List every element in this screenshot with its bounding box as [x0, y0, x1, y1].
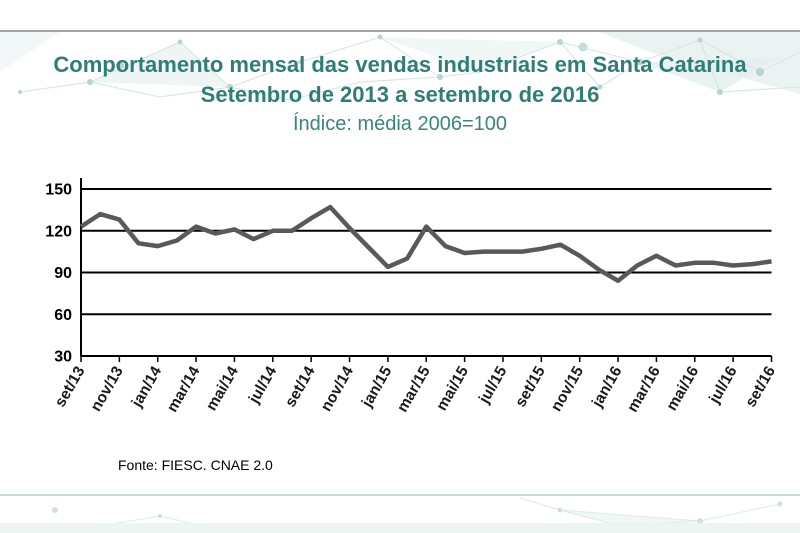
- decorative-network-pattern-bottom: [0, 497, 800, 533]
- x-tick-label: nov/14: [318, 363, 357, 414]
- decorative-network-pattern-top: [0, 32, 800, 101]
- x-tick-label: set/14: [282, 363, 319, 410]
- x-tick-label: set/13: [52, 363, 89, 410]
- x-tick-label: mar/16: [624, 363, 664, 415]
- y-axis-label: 120: [45, 223, 72, 240]
- x-tick-label: jul/15: [475, 363, 510, 407]
- y-axis-label: 150: [45, 182, 72, 199]
- x-tick-label: jan/14: [128, 363, 165, 411]
- x-tick-label: jul/16: [706, 363, 741, 407]
- x-tick-label: nov/13: [88, 363, 127, 414]
- bottom-divider: [0, 494, 800, 496]
- source-note: Fonte: FIESC. CNAE 2.0: [118, 457, 273, 473]
- x-tick-label: jan/16: [588, 363, 625, 411]
- chart-header: Comportamento mensal das vendas industri…: [0, 50, 800, 138]
- x-tick-label: jul/14: [245, 363, 280, 407]
- y-axis-label: 90: [54, 265, 72, 282]
- x-tick-label: mar/14: [164, 363, 204, 415]
- x-tick-label: set/16: [742, 363, 779, 410]
- x-tick-label: mai/16: [663, 363, 702, 414]
- y-axis-label: 30: [54, 349, 72, 366]
- x-tick-label: mar/15: [394, 363, 434, 415]
- x-tick-label: set/15: [512, 363, 549, 410]
- y-axis-label: 60: [54, 307, 72, 324]
- x-tick-label: mai/15: [433, 363, 472, 414]
- chart-title-line-1: Comportamento mensal das vendas industri…: [53, 52, 747, 77]
- x-tick-label: nov/15: [548, 363, 587, 414]
- sales-index-line: [79, 204, 772, 284]
- top-divider: [0, 30, 800, 32]
- x-tick-label: mai/14: [203, 363, 242, 414]
- chart-title-line-2: Setembro de 2013 a setembro de 2016: [200, 82, 600, 107]
- chart-title-line-3: Índice: média 2006=100: [292, 113, 508, 135]
- x-tick-label: jan/15: [358, 363, 395, 411]
